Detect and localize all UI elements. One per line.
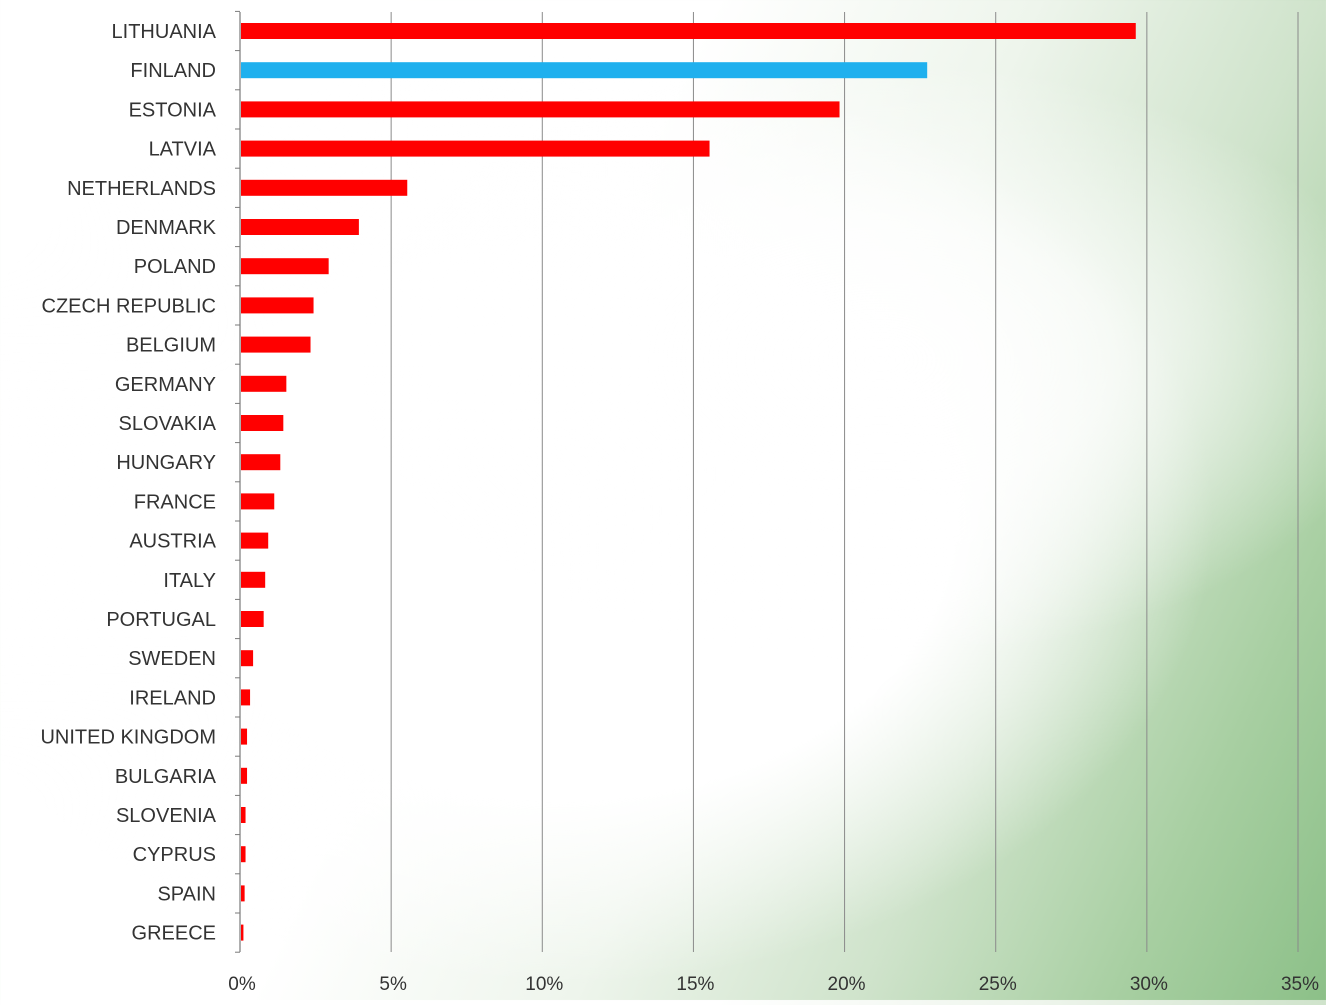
bar-slovenia — [241, 807, 246, 823]
bar-hungary — [241, 454, 281, 471]
category-label-cyprus: CYPRUS — [133, 844, 216, 866]
category-label-belgium: BELGIUM — [126, 335, 216, 357]
bar-estonia — [241, 101, 840, 118]
bar-spain — [241, 885, 245, 902]
bar-netherlands — [241, 179, 408, 196]
category-label-hungary: HUNGARY — [116, 452, 216, 474]
bar-czech-republic — [241, 297, 314, 314]
axes — [235, 10, 241, 953]
bar-finland — [241, 62, 928, 79]
bar-greece — [241, 924, 244, 941]
category-labels: LITHUANIA FINLAND ESTONIA LATVIA NETHERLANDS… — [40, 21, 216, 945]
bar-lithuania — [241, 23, 1136, 39]
category-label-netherlands: NETHERLANDS — [67, 178, 216, 200]
category-label-united-kingdom: UNITED KINGDOM — [40, 727, 216, 749]
bar-germany — [241, 375, 287, 392]
bar-bulgaria — [241, 767, 248, 784]
category-label-sweden: SWEDEN — [128, 648, 216, 670]
category-label-italy: ITALY — [163, 570, 216, 592]
category-label-latvia: LATVIA — [149, 139, 217, 161]
category-label-bulgaria: BULGARIA — [115, 766, 217, 788]
x-tick-labels: 0% 5% 10% 15% 20% 25% 30% 35% — [228, 974, 1319, 995]
category-label-poland: POLAND — [134, 256, 216, 278]
category-label-germany: GERMANY — [115, 374, 216, 396]
bars — [241, 23, 1136, 941]
category-label-greece: GREECE — [132, 923, 216, 945]
bar-belgium — [241, 336, 311, 353]
x-tick-label-35pct: 35% — [1281, 974, 1319, 995]
category-label-slovakia: SLOVAKIA — [119, 413, 217, 435]
category-label-denmark: DENMARK — [116, 217, 217, 239]
category-label-ireland: IRELAND — [129, 687, 216, 709]
bar-sweden — [241, 650, 254, 667]
bar-italy — [241, 571, 266, 588]
category-label-czech-republic: CZECH REPUBLIC — [42, 295, 216, 317]
x-tick-label-20pct: 20% — [828, 974, 866, 995]
bar-austria — [241, 532, 269, 549]
x-tick-label-15pct: 15% — [676, 974, 714, 995]
category-label-austria: AUSTRIA — [129, 531, 216, 553]
bar-ireland — [241, 689, 251, 706]
bar-france — [241, 493, 275, 510]
category-label-portugal: PORTUGAL — [106, 609, 216, 631]
category-label-lithuania: LITHUANIA — [112, 21, 217, 43]
bar-poland — [241, 258, 329, 275]
category-label-finland: FINLAND — [130, 60, 216, 82]
bar-slovakia — [241, 415, 284, 431]
bar-cyprus — [241, 846, 246, 863]
bar-united-kingdom — [241, 728, 248, 745]
category-label-estonia: ESTONIA — [129, 99, 217, 121]
x-tick-label-25pct: 25% — [979, 974, 1017, 995]
bar-latvia — [241, 140, 710, 157]
x-tick-label-0pct: 0% — [228, 974, 256, 995]
category-label-spain: SPAIN — [157, 883, 216, 905]
x-tick-label-10pct: 10% — [525, 974, 563, 995]
bar-denmark — [241, 219, 359, 235]
gridlines — [390, 12, 1299, 952]
x-tick-label-30pct: 30% — [1130, 974, 1168, 995]
bar-portugal — [241, 611, 264, 627]
category-label-slovenia: SLOVENIA — [116, 805, 217, 827]
category-label-france: FRANCE — [134, 491, 216, 513]
x-tick-label-5pct: 5% — [379, 974, 407, 995]
